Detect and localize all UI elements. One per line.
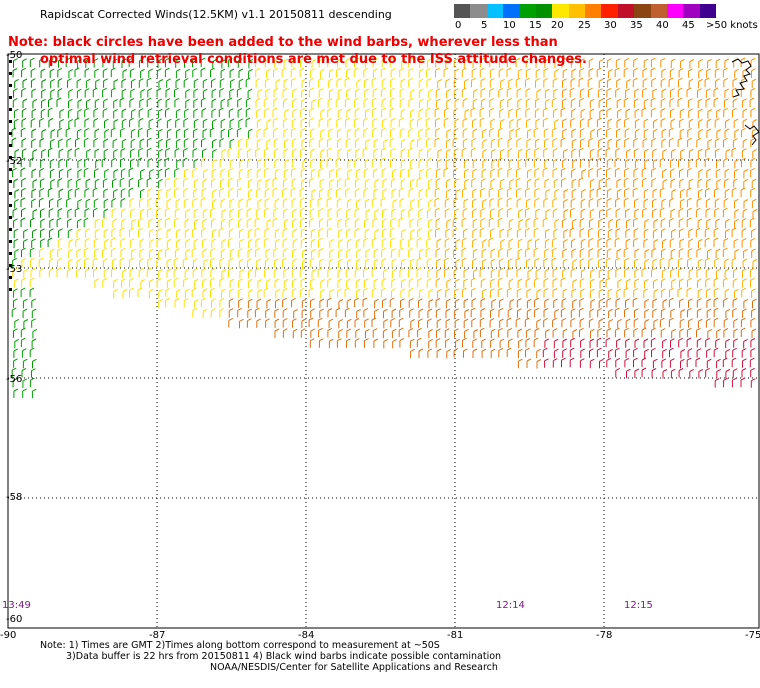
legend-swatch [486,4,504,18]
contamination-marker [9,144,12,147]
y-tick-label: -53 [6,264,23,275]
y-tick-label: -60 [6,614,23,625]
legend-swatch [617,4,635,18]
contamination-marker [9,264,12,267]
legend-label: 20 [551,20,564,31]
footer-line-1: Note: 1) Times are GMT 2)Times along bot… [40,640,440,651]
legend-swatch [585,4,602,18]
contamination-marker [9,240,12,243]
contamination-marker [9,180,12,183]
coastline-path [731,58,760,146]
legend-swatch [470,4,487,18]
wind-barb-group [11,57,254,399]
legend-label: 0 [455,20,462,31]
y-tick-label: -56 [6,374,23,385]
x-tick-label: -84 [298,630,315,641]
x-tick-label: -81 [447,630,464,641]
contamination-marker [9,168,12,171]
contamination-marker [9,252,12,255]
legend-label: 5 [481,20,488,31]
legend-swatch [535,4,553,18]
legend-swatch [683,4,700,18]
legend-swatch [552,4,569,18]
legend-labels: 0 5 10 15 20 25 30 35 40 45 >50 knots [446,20,760,34]
legend-label: 40 [656,20,669,31]
contamination-marker [9,120,12,123]
wind-barb-group [560,57,758,259]
x-tick-label: -87 [149,630,166,641]
y-tick-label: -52 [6,156,23,167]
x-tick-label: -90 [0,630,17,641]
wind-barb-group [12,57,434,319]
x-tick-label: -78 [596,630,613,641]
legend-label: 30 [604,20,617,31]
contamination-marker [9,216,12,219]
lat-lon-grid [8,54,759,628]
contamination-marker [9,156,12,159]
legend-swatch [568,4,585,18]
legend-label: 10 [503,20,516,31]
y-tick-label: -50 [6,50,23,61]
x-tick-label: -75 [745,630,760,641]
legend-swatch [503,4,520,18]
note-line-1: Note: black circles have been added to t… [8,35,558,50]
contamination-marker [9,204,12,207]
time-label-3: 12:15 [624,600,653,611]
wind-barb-group [542,337,756,388]
contamination-marker [9,288,12,291]
wind-barb-group [434,57,758,299]
contamination-marker [9,108,12,111]
legend-swatch [666,4,684,18]
wind-barbs [9,57,758,399]
contamination-marker [9,96,12,99]
coastline [731,58,760,146]
wind-barb-group [11,57,65,249]
contamination-note: Note: black circles have been added to t… [8,34,587,68]
legend-label: >50 knots [706,20,758,31]
y-tick-label: -58 [6,492,23,503]
legend-swatch [634,4,651,18]
contamination-marker [9,192,12,195]
time-label-2: 12:14 [496,600,525,611]
contamination-marker [9,228,12,231]
footer-credit: NOAA/NESDIS/Center for Satellite Applica… [210,662,498,673]
note-line-2: optimal wind retrieval conditions are me… [40,52,587,67]
footer-line-2: 3)Data buffer is 22 hrs from 20150811 4)… [66,651,502,662]
wind-barb-group [228,297,757,369]
legend-label: 25 [578,20,591,31]
legend-swatch [601,4,618,18]
map-frame [7,53,760,629]
contamination-marker [9,72,12,75]
footer-notes: Note: 1) Times are GMT 2)Times along bot… [0,640,760,673]
wind-speed-color-legend [454,4,716,18]
time-label-1: 13:49 [2,600,31,611]
legend-label: 35 [630,20,643,31]
legend-swatch [650,4,667,18]
legend-label: 45 [682,20,695,31]
legend-swatch [699,4,716,18]
legend-swatch [519,4,536,18]
legend-swatch [454,4,471,18]
contamination-marker [9,276,12,279]
contamination-marker [9,132,12,135]
map-title: Rapidscat Corrected Winds(12.5KM) v1.1 2… [40,8,392,21]
legend-label: 15 [529,20,542,31]
contamination-marker [9,60,12,63]
contamination-marker [9,84,12,87]
